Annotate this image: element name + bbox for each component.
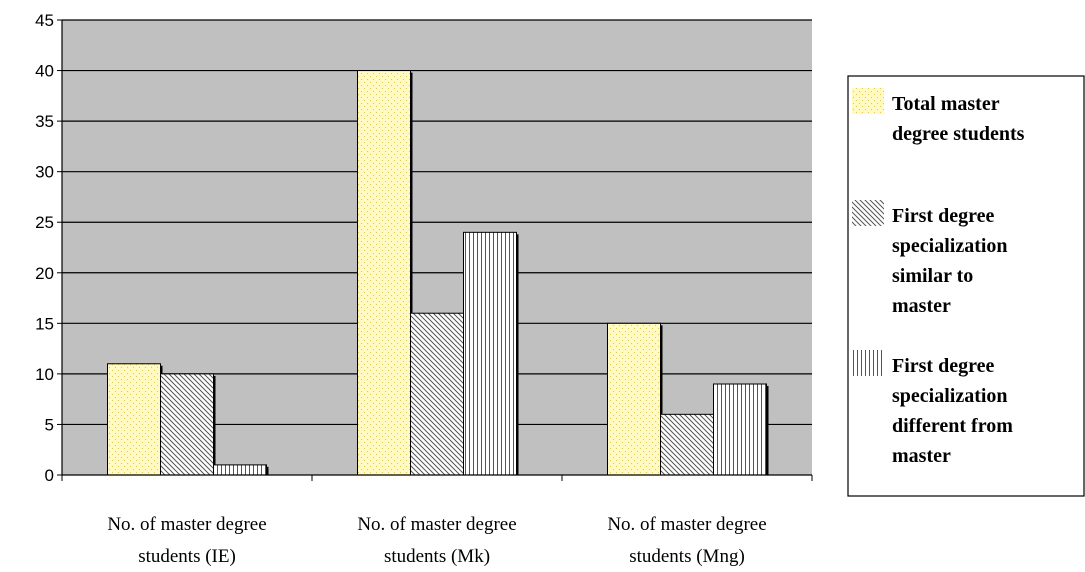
bar xyxy=(107,363,161,476)
legend-swatch xyxy=(852,200,884,226)
legend-swatch xyxy=(852,350,884,376)
legend-label: similar to xyxy=(892,265,973,287)
y-tick-label: 40 xyxy=(35,62,54,81)
y-tick-label: 25 xyxy=(35,213,54,232)
y-tick-label: 30 xyxy=(35,163,54,182)
y-tick-label: 45 xyxy=(35,11,54,30)
y-tick-label: 15 xyxy=(35,314,54,333)
y-axis: 0 5 10 15 20 25 30 35 40 45 xyxy=(35,11,63,485)
bar xyxy=(357,70,411,476)
x-category-label: No. of master degree xyxy=(107,514,266,535)
y-tick-label: 10 xyxy=(35,365,54,384)
legend-label: different from xyxy=(892,415,1013,437)
y-tick-label: 5 xyxy=(45,415,54,434)
legend-label: specialization xyxy=(892,235,1008,257)
bar xyxy=(713,383,767,476)
x-category-label: students (IE) xyxy=(138,546,236,567)
bar xyxy=(463,231,517,476)
bar xyxy=(607,322,661,476)
legend-label: master xyxy=(892,445,951,467)
bars xyxy=(107,70,769,476)
bar xyxy=(660,413,714,476)
y-tick-label: 35 xyxy=(35,112,54,131)
x-category-label: No. of master degree xyxy=(607,514,766,535)
legend-box xyxy=(847,75,1085,497)
x-category-label: No. of master degree xyxy=(357,514,516,535)
x-category-label: students (Mng) xyxy=(629,546,745,567)
legend-label: First degree xyxy=(892,205,994,227)
x-axis: No. of master degree students (IE) No. of … xyxy=(61,474,813,567)
bar xyxy=(410,312,464,476)
bar xyxy=(213,464,267,476)
legend-label: degree students xyxy=(892,123,1025,145)
legend-label: Total master xyxy=(892,93,1000,115)
legend-swatch xyxy=(852,88,884,114)
y-tick-label: 20 xyxy=(35,264,54,283)
bar xyxy=(160,373,214,476)
legend: Total master degree students First degree s… xyxy=(847,75,1085,497)
x-category-label: students (Mk) xyxy=(384,546,490,567)
y-tick-label: 0 xyxy=(45,466,54,485)
legend-label: specialization xyxy=(892,385,1008,407)
legend-label: First degree xyxy=(892,355,994,377)
legend-label: master xyxy=(892,295,951,317)
